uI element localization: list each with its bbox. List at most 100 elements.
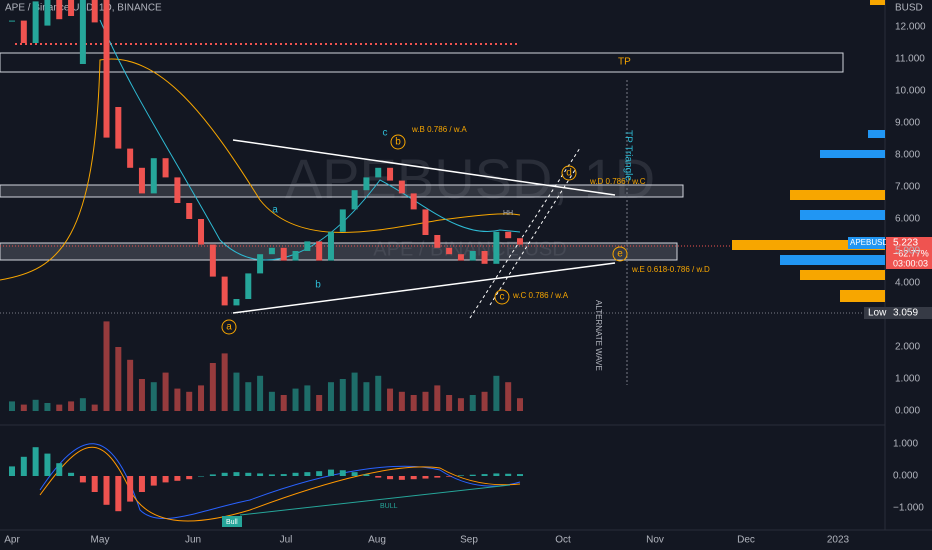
price-tick-label: 5.000	[895, 246, 920, 257]
countdown: 03:00:03	[893, 258, 928, 268]
time-label: Nov	[646, 535, 664, 546]
candle	[20, 20, 27, 43]
volume-bar	[257, 375, 264, 411]
macd-bar	[245, 472, 252, 476]
macd-bar	[103, 476, 110, 505]
candle	[375, 167, 382, 178]
macd-bar	[457, 475, 464, 476]
zone	[0, 184, 684, 198]
wave-label: c	[500, 292, 505, 303]
volume-bar	[68, 401, 75, 411]
annotation: w.C 0.786 / w.A	[512, 291, 569, 300]
candle	[198, 219, 205, 245]
volume-bar	[186, 391, 193, 411]
candle	[103, 0, 110, 138]
time-label: May	[91, 535, 110, 546]
candle	[280, 247, 287, 261]
profile-bar	[790, 190, 885, 200]
divergence-line	[239, 484, 511, 516]
profile-bar	[820, 150, 885, 158]
symbol-tag	[848, 237, 885, 249]
volume-tick-label: 2.000	[895, 342, 920, 353]
profile-bar	[868, 130, 885, 138]
annotation: Bull	[226, 519, 238, 526]
volume-bar	[292, 388, 299, 411]
volume-bar	[138, 379, 145, 411]
annotation: w.D 0.786 / w.C	[589, 177, 646, 186]
macd-bar	[481, 474, 488, 476]
wave-label: a	[272, 205, 278, 216]
volume-bar	[245, 382, 252, 411]
volume-bar	[363, 382, 370, 411]
macd-bar	[363, 474, 370, 476]
time-label: Jun	[185, 535, 201, 546]
volume-bar	[127, 359, 134, 411]
macd-bar	[186, 476, 193, 480]
candle	[493, 231, 500, 264]
macd-bar	[174, 476, 181, 481]
macd-bar	[292, 472, 299, 476]
macd-tick-label: 1.000	[893, 439, 918, 450]
triangle-line	[232, 262, 616, 314]
annotation: BULL	[380, 503, 398, 510]
candle	[517, 238, 523, 245]
volume-bar	[280, 395, 287, 411]
price-unit: BUSD	[895, 3, 923, 14]
moving-average	[0, 58, 521, 281]
macd-bar	[162, 476, 169, 483]
candle	[221, 276, 228, 306]
candle	[138, 167, 145, 194]
watermark: APEBUSD, 1D	[285, 147, 655, 210]
time-label: Oct	[555, 535, 571, 546]
volume-bar	[410, 395, 417, 411]
volume-bar	[162, 372, 169, 411]
price-tick-label: 7.000	[895, 182, 920, 193]
candle	[446, 247, 453, 255]
low-tag	[864, 307, 932, 319]
annotation: TP	[618, 57, 631, 68]
candle	[127, 148, 134, 168]
wave-circles	[221, 134, 628, 335]
macd-bar	[268, 474, 275, 476]
wave-label: d	[566, 168, 572, 179]
volume-bar	[481, 391, 488, 411]
candle	[469, 251, 476, 261]
macd-bar	[422, 476, 429, 479]
candle	[363, 177, 370, 191]
annotation: TP Triangle	[622, 130, 633, 181]
volume-bar	[268, 391, 275, 411]
candle	[481, 251, 488, 264]
volume-tick-label: 1.000	[895, 374, 920, 385]
candle	[327, 231, 334, 261]
volume-bar	[44, 403, 51, 411]
macd-bar	[32, 447, 39, 476]
macd-bar	[68, 472, 75, 476]
channel-line	[469, 147, 581, 319]
wave-label: e	[617, 249, 623, 260]
macd-bar	[257, 473, 264, 476]
volume-bar	[103, 321, 110, 411]
macd-bar	[127, 476, 134, 502]
low-price: 3.059	[893, 308, 918, 319]
candle	[32, 1, 39, 43]
macd-bar	[280, 474, 287, 476]
bull-tag	[222, 516, 242, 527]
annotation: w.B 0.786 / w.A	[411, 125, 467, 134]
wave-circle	[221, 319, 237, 335]
volume-bar	[150, 382, 157, 411]
macd-bar	[351, 472, 358, 476]
candle	[115, 107, 122, 149]
time-label: Sep	[460, 535, 478, 546]
price-tick-label: 11.000	[895, 54, 925, 65]
wave-label: c	[383, 128, 388, 139]
macd-bar	[327, 469, 334, 476]
candle	[91, 0, 98, 23]
volume-bar	[339, 379, 346, 411]
macd-bar	[79, 476, 86, 483]
macd-bar	[221, 472, 228, 476]
volume-bar	[115, 347, 122, 411]
volume-bar	[505, 382, 512, 411]
macd-bar	[410, 476, 417, 480]
volume-tick-label: 0.000	[895, 406, 920, 417]
volume-bar	[517, 398, 523, 411]
